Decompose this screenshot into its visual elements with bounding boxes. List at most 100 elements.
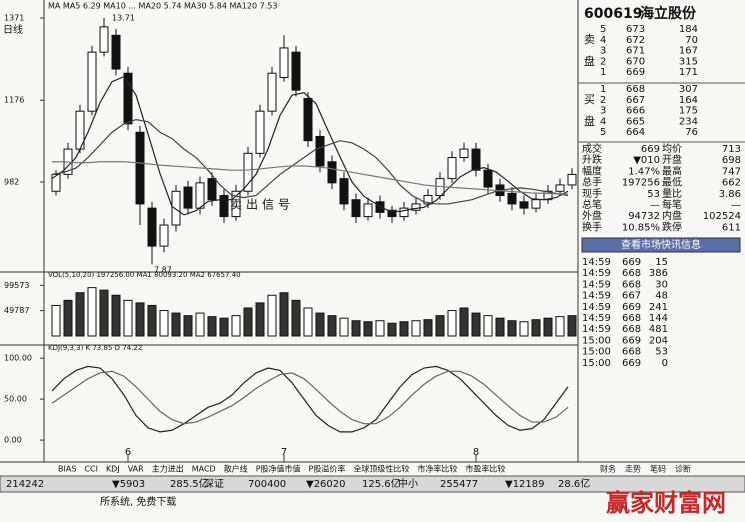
volume-bar <box>543 317 553 337</box>
indicator-tab[interactable]: MACD <box>192 465 216 474</box>
candle-body <box>375 201 385 213</box>
candle-body <box>99 26 109 53</box>
volume-bar <box>255 302 265 337</box>
info-tab[interactable]: 笔码 <box>650 464 666 474</box>
trade-volume: 53 <box>655 347 668 358</box>
trade-time: 14:59 <box>582 268 611 279</box>
ask-price: 670 <box>626 56 645 67</box>
volume-bar <box>375 320 385 337</box>
trade-price: 667 <box>622 291 641 302</box>
indicator-tab[interactable]: 全球顶级性比较 <box>353 464 409 474</box>
volume-bar <box>183 315 193 337</box>
stat-label: 成交 <box>582 142 602 155</box>
volume-bar <box>171 312 181 337</box>
status-item: ▼12189 <box>505 479 545 490</box>
info-tab[interactable]: 财务 <box>600 464 616 474</box>
volume-legend: VOL(5,10,20) 197256.00 MA1 80093.20 MA2 … <box>48 271 241 279</box>
stat-label: 外盘 <box>582 209 602 222</box>
news-button-label[interactable]: 查看市场快讯信息 <box>621 238 701 251</box>
y-tick-label: 1371 <box>4 14 24 23</box>
trade-time: 14:59 <box>582 257 611 268</box>
stock-code: 600619 <box>584 6 642 22</box>
stock-name: 海立股份 <box>640 5 697 22</box>
stat-value: 669 <box>641 144 660 155</box>
y-tick-label: 982 <box>4 178 19 187</box>
indicator-tab[interactable]: 市净率比较 <box>417 464 457 474</box>
candle-body <box>543 190 553 201</box>
indicator-tab[interactable]: P股溢价率 <box>309 464 346 474</box>
bid-volume: 175 <box>679 106 698 117</box>
volume-bar <box>567 315 577 337</box>
ask-level: 4 <box>600 35 606 46</box>
trade-volume: 30 <box>655 279 668 290</box>
indicator-tab[interactable]: 散户线 <box>224 464 248 474</box>
status-item: 255477 <box>440 479 478 490</box>
indicator-tab[interactable]: P股净值市值 <box>256 464 301 474</box>
trade-time: 14:59 <box>582 324 611 335</box>
status-item: 深证 <box>204 478 224 490</box>
stat-label: 换手 <box>582 220 602 233</box>
candle-body <box>267 72 277 112</box>
candle-body <box>363 203 373 218</box>
candle-body <box>339 178 349 205</box>
candle-body <box>219 194 229 218</box>
stat-value: 747 <box>722 166 741 177</box>
stat-value: 94732 <box>628 211 660 222</box>
indicator-tab[interactable]: CCI <box>84 465 98 474</box>
stat-value: 197256 <box>622 178 660 189</box>
status-item: 28.6亿 <box>558 477 590 490</box>
stat-label: 最低 <box>662 176 682 189</box>
stat-label: 均价 <box>662 143 682 155</box>
status-item: ▼5903 <box>112 479 145 490</box>
volume-bar <box>507 320 517 337</box>
stat-value: 713 <box>722 144 741 155</box>
candle-body <box>183 186 193 209</box>
bid-volume: 307 <box>679 84 698 95</box>
status-item: 125.6亿 <box>362 477 401 490</box>
volume-bar <box>411 320 421 337</box>
status-item: ▼26020 <box>306 479 346 490</box>
ask-level: 3 <box>600 46 606 57</box>
candle-body <box>147 207 157 247</box>
ma-line <box>52 161 568 195</box>
indicator-tab[interactable]: 市盈率比较 <box>465 464 505 474</box>
stat-value: — <box>650 200 660 211</box>
indicator-tab[interactable]: KDJ <box>106 465 120 474</box>
indicator-tab[interactable]: BIAS <box>58 465 76 474</box>
volume-bar <box>51 304 61 337</box>
candle-body <box>387 209 397 218</box>
candle-body <box>87 51 97 112</box>
candle-body <box>135 131 145 205</box>
info-tab[interactable]: 诊断 <box>675 464 691 474</box>
y-tick-label: 0.00 <box>4 436 22 445</box>
trade-time: 14:59 <box>582 279 611 290</box>
trade-time: 14:59 <box>582 313 611 324</box>
volume-bar <box>339 317 349 337</box>
candle-body <box>255 110 265 154</box>
volume-bar <box>495 317 505 337</box>
volume-bar <box>267 294 277 337</box>
stat-value: 611 <box>722 222 741 233</box>
y-tick-label: 100.00 <box>4 354 32 363</box>
stat-label: 现手 <box>582 187 602 200</box>
ask-volume: 70 <box>685 35 698 46</box>
ask-level: 2 <box>600 56 606 67</box>
trade-volume: 15 <box>655 257 668 268</box>
trade-volume: 144 <box>649 313 668 324</box>
high-annotation: 13.71 <box>112 14 135 23</box>
stat-label: 最高 <box>662 164 682 177</box>
trade-volume: 48 <box>655 291 668 302</box>
side-label: 盘 <box>584 54 595 68</box>
candle-body <box>447 157 457 180</box>
info-tab[interactable]: 走势 <box>625 464 641 474</box>
indicator-tab[interactable]: VAR <box>128 465 144 474</box>
news-button[interactable] <box>581 237 741 253</box>
candle-body <box>207 178 217 201</box>
volume-bar <box>87 287 97 337</box>
footer-text[interactable]: 所系统, 免费下载 <box>100 495 176 508</box>
indicator-tab[interactable]: 主力进出 <box>152 464 184 474</box>
ask-level: 5 <box>600 24 606 35</box>
bid-level: 2 <box>600 95 606 106</box>
signal-annotation: 卖出信号 <box>230 198 294 212</box>
candle-body <box>459 148 469 159</box>
